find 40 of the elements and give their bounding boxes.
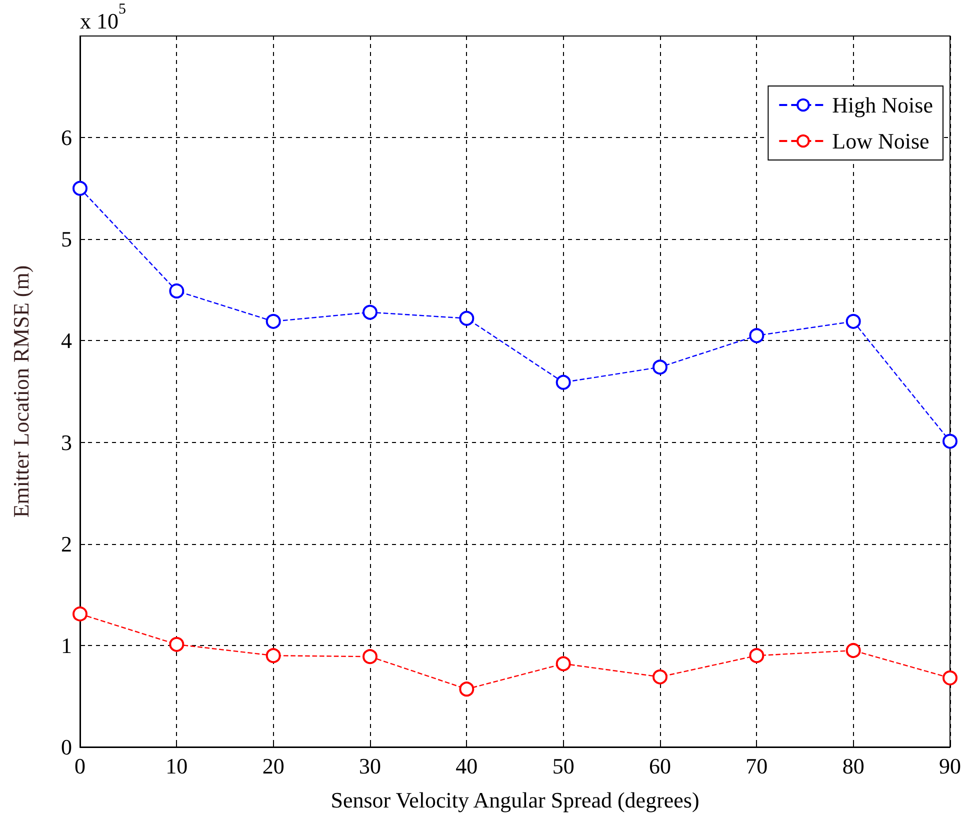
y-axis-title: Emitter Location RMSE (m)	[8, 265, 34, 518]
y-tick-label: 3	[61, 430, 72, 455]
legend-label: High Noise	[832, 92, 933, 118]
point	[169, 636, 184, 652]
point	[556, 374, 571, 390]
point	[459, 310, 474, 326]
x-tick-label: 70	[746, 754, 768, 778]
point	[459, 682, 474, 697]
point	[846, 643, 861, 658]
point	[749, 328, 764, 344]
point	[266, 648, 281, 664]
y-tick-label: 6	[61, 125, 72, 150]
legend-label: Low Noise	[832, 128, 930, 154]
point	[942, 434, 958, 449]
point	[169, 283, 184, 298]
point	[266, 314, 281, 329]
point	[942, 670, 958, 686]
y-tick-label: 2	[61, 531, 72, 556]
x-tick-label: 60	[649, 754, 671, 778]
y-tick-label: 4	[61, 328, 72, 354]
point	[362, 304, 378, 320]
x-tick-label: 50	[552, 754, 574, 778]
x-tick-label: 40	[456, 754, 478, 778]
point	[72, 606, 88, 622]
point	[72, 180, 88, 196]
point	[749, 648, 764, 664]
point	[556, 656, 571, 672]
point	[652, 669, 668, 684]
y-tick-label: 0	[61, 734, 72, 760]
point	[846, 314, 861, 329]
x-axis-title: Sensor Velocity Angular Spread (degrees)	[330, 788, 700, 812]
x-tick-label: 20	[262, 754, 284, 778]
y-tick-label: 1	[61, 632, 72, 658]
x-tick-label: 30	[359, 754, 381, 778]
point	[362, 649, 378, 664]
y-tick-label: 5	[61, 226, 72, 252]
x-tick-label: 10	[166, 754, 188, 778]
x-tick-label: 80	[842, 754, 864, 778]
point	[652, 360, 668, 375]
x-tick-label: 90	[939, 754, 961, 778]
